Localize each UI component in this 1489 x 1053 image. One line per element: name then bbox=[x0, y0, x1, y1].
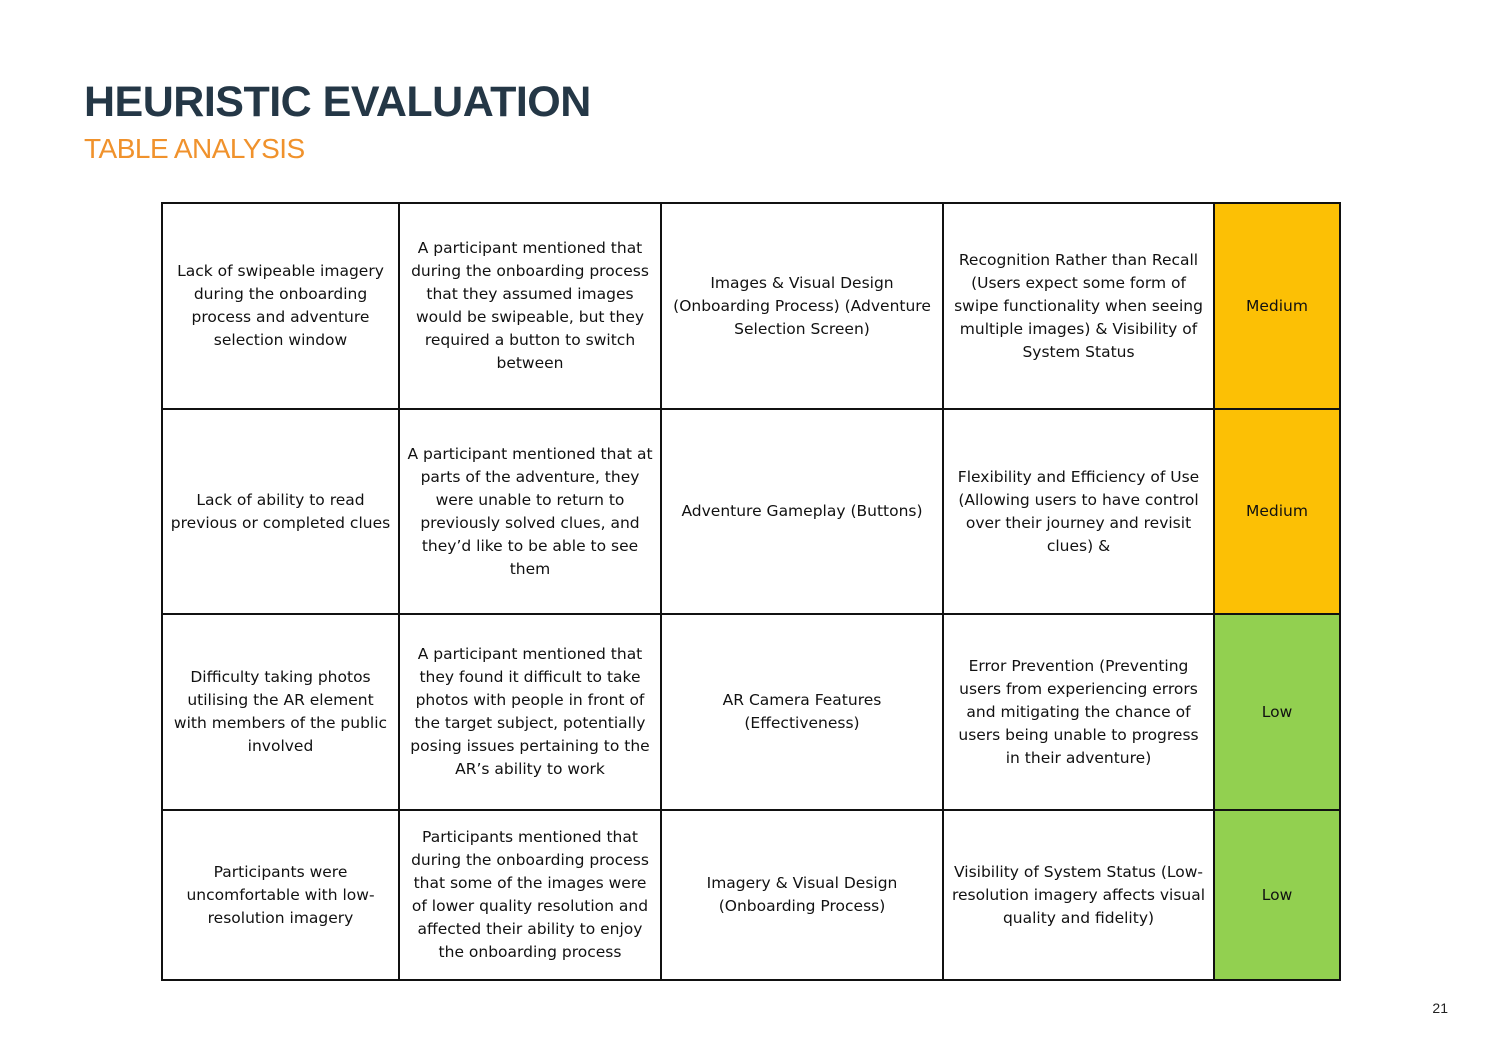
feedback-cell: A participant mentioned that during the … bbox=[398, 202, 662, 410]
table-row: Lack of swipeable imagery during the onb… bbox=[161, 202, 1341, 410]
severity-cell: Low bbox=[1213, 613, 1341, 811]
issue-cell: Difficulty taking photos utilising the A… bbox=[161, 613, 400, 811]
severity-cell: Medium bbox=[1213, 408, 1341, 615]
issue-cell: Lack of ability to read previous or comp… bbox=[161, 408, 400, 615]
area-cell: Imagery & Visual Design (Onboarding Proc… bbox=[660, 809, 944, 981]
issue-cell: Lack of swipeable imagery during the onb… bbox=[161, 202, 400, 410]
feedback-cell: Participants mentioned that during the o… bbox=[398, 809, 662, 981]
page-title: HEURISTIC EVALUATION bbox=[84, 78, 591, 126]
heuristic-cell: Error Prevention (Preventing users from … bbox=[942, 613, 1215, 811]
heuristic-evaluation-table: Lack of swipeable imagery during the onb… bbox=[161, 202, 1341, 981]
issue-cell: Participants were uncomfortable with low… bbox=[161, 809, 400, 981]
page-number: 21 bbox=[1432, 1000, 1448, 1016]
area-cell: Images & Visual Design (Onboarding Proce… bbox=[660, 202, 944, 410]
heuristic-cell: Recognition Rather than Recall (Users ex… bbox=[942, 202, 1215, 410]
severity-cell: Low bbox=[1213, 809, 1341, 981]
area-cell: Adventure Gameplay (Buttons) bbox=[660, 408, 944, 615]
heuristic-cell: Visibility of System Status (Low-resolut… bbox=[942, 809, 1215, 981]
table-row: Difficulty taking photos utilising the A… bbox=[161, 613, 1341, 811]
area-cell: AR Camera Features (Effectiveness) bbox=[660, 613, 944, 811]
feedback-cell: A participant mentioned that at parts of… bbox=[398, 408, 662, 615]
feedback-cell: A participant mentioned that they found … bbox=[398, 613, 662, 811]
table-row: Lack of ability to read previous or comp… bbox=[161, 408, 1341, 615]
table-row: Participants were uncomfortable with low… bbox=[161, 809, 1341, 981]
page-subtitle: TABLE ANALYSIS bbox=[84, 133, 305, 164]
heuristic-cell: Flexibility and Efficiency of Use (Allow… bbox=[942, 408, 1215, 615]
severity-cell: Medium bbox=[1213, 202, 1341, 410]
